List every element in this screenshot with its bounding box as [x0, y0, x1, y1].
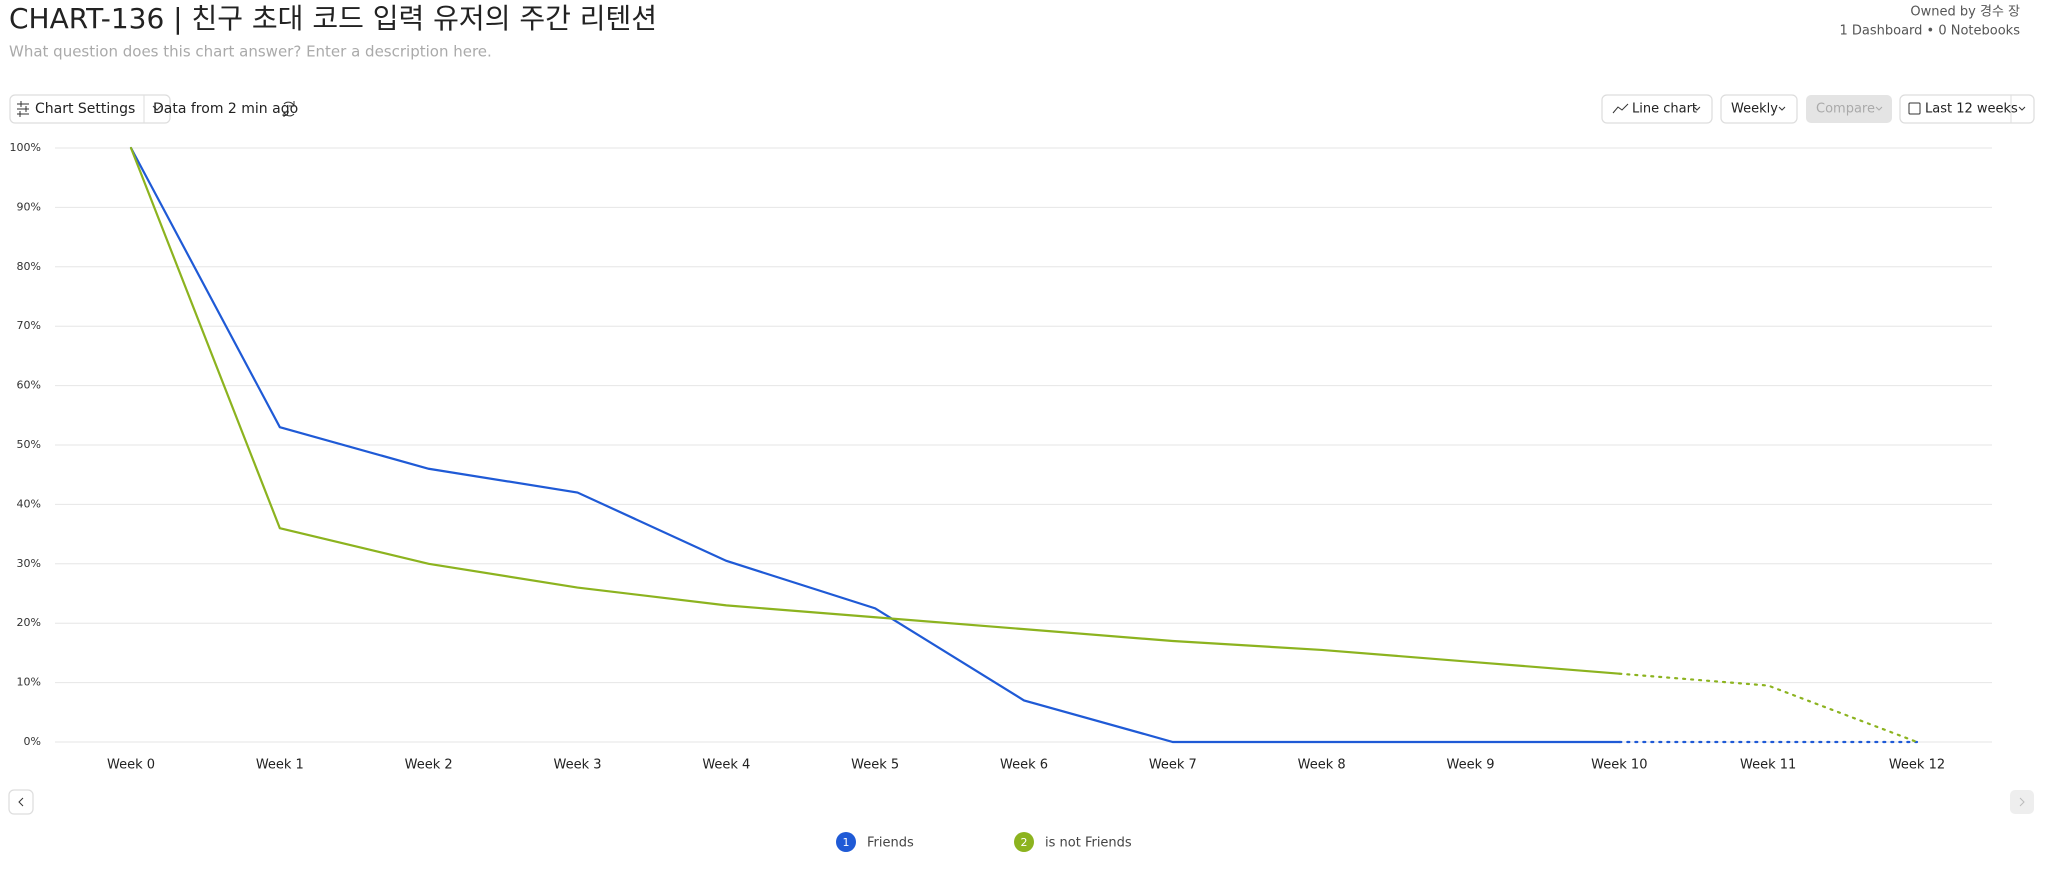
x-tick-label: Week 11	[1740, 758, 1796, 773]
series-line	[129, 146, 1621, 675]
settings-button[interactable]	[9, 94, 171, 124]
y-tick-label: 60%	[17, 379, 41, 392]
description[interactable]: What question does this chart answer? En…	[9, 43, 492, 61]
x-tick-label: Week 4	[702, 758, 750, 773]
legend-badge[interactable]	[836, 832, 856, 852]
next-button[interactable]	[2010, 790, 2034, 814]
refresh-icon[interactable]	[283, 101, 295, 117]
x-tick-label: Week 3	[553, 758, 601, 773]
y-tick-label: 70%	[17, 319, 41, 332]
dropdown-icon	[1693, 106, 1701, 111]
range-button[interactable]	[1899, 94, 2035, 124]
legend-label: Friends	[867, 836, 914, 851]
y-tick-label: 90%	[17, 200, 41, 213]
range-label[interactable]: Last 12 weeks	[1925, 102, 2018, 117]
next-icon	[2019, 797, 2025, 807]
interval-label[interactable]: Weekly	[1731, 102, 1778, 117]
owner: Owned by 경수 장	[1910, 5, 2020, 20]
chart-type-label[interactable]: Line chart	[1632, 102, 1697, 117]
legend-label: is not Friends	[1045, 836, 1132, 851]
settings-icon	[17, 101, 29, 117]
y-tick-label: 100%	[10, 141, 41, 154]
x-tick-label: Week 8	[1298, 758, 1346, 773]
series-line	[129, 146, 1621, 744]
dropdown-icon	[1778, 106, 1786, 111]
x-tick-label: Week 5	[851, 758, 899, 773]
y-tick-label: 40%	[17, 497, 41, 510]
y-tick-label: 10%	[17, 676, 41, 689]
x-tick-label: Week 2	[405, 758, 453, 773]
settings-label[interactable]: Chart Settings	[35, 101, 135, 117]
legend-badge-label: 1	[843, 836, 850, 849]
prev-icon	[18, 797, 24, 807]
calendar-icon	[1908, 102, 1921, 115]
freshness: Data from 2 min ago	[153, 101, 298, 117]
y-tick-label: 20%	[17, 616, 41, 629]
dropdown-icon[interactable]	[2018, 106, 2026, 111]
x-tick-label: Week 7	[1149, 758, 1197, 773]
compare-label[interactable]: Compare	[1816, 102, 1875, 117]
x-tick-label: Week 9	[1446, 758, 1494, 773]
line-icon	[1612, 103, 1629, 114]
links[interactable]: 1 Dashboard • 0 Notebooks	[1839, 24, 2020, 39]
compare-button[interactable]	[1806, 95, 1892, 123]
x-tick-label: Week 10	[1591, 758, 1647, 773]
y-tick-label: 30%	[17, 557, 41, 570]
x-tick-label: Week 0	[107, 758, 155, 773]
x-tick-label: Week 1	[256, 758, 304, 773]
chart-type-button[interactable]	[1601, 94, 1713, 124]
legend-badge-label: 2	[1021, 836, 1028, 849]
y-tick-label: 0%	[24, 735, 41, 748]
prev-button[interactable]	[8, 789, 34, 815]
dropdown-icon	[1875, 106, 1883, 111]
x-tick-label: Week 6	[1000, 758, 1048, 773]
interval-button[interactable]	[1720, 94, 1798, 124]
chart-title: CHART-136 | 친구 초대 코드 입력 유저의 주간 리텐션	[9, 2, 657, 35]
incomplete-line	[1618, 672, 1919, 744]
y-tick-label: 80%	[17, 260, 41, 273]
dropdown-icon[interactable]	[152, 105, 162, 111]
x-tick-label: Week 12	[1889, 758, 1945, 773]
legend-badge[interactable]	[1014, 832, 1034, 852]
y-tick-label: 50%	[17, 438, 41, 451]
